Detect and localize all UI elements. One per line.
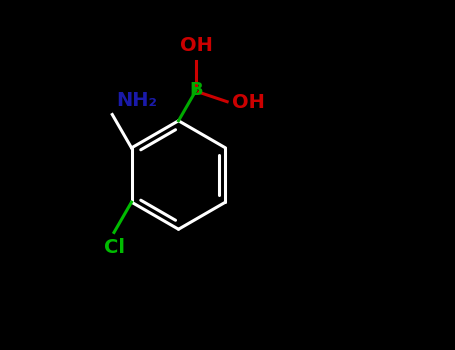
Text: Cl: Cl	[104, 238, 125, 257]
Text: OH: OH	[233, 93, 265, 112]
Text: OH: OH	[180, 36, 212, 55]
Text: NH₂: NH₂	[116, 91, 157, 110]
Text: B: B	[189, 82, 203, 99]
